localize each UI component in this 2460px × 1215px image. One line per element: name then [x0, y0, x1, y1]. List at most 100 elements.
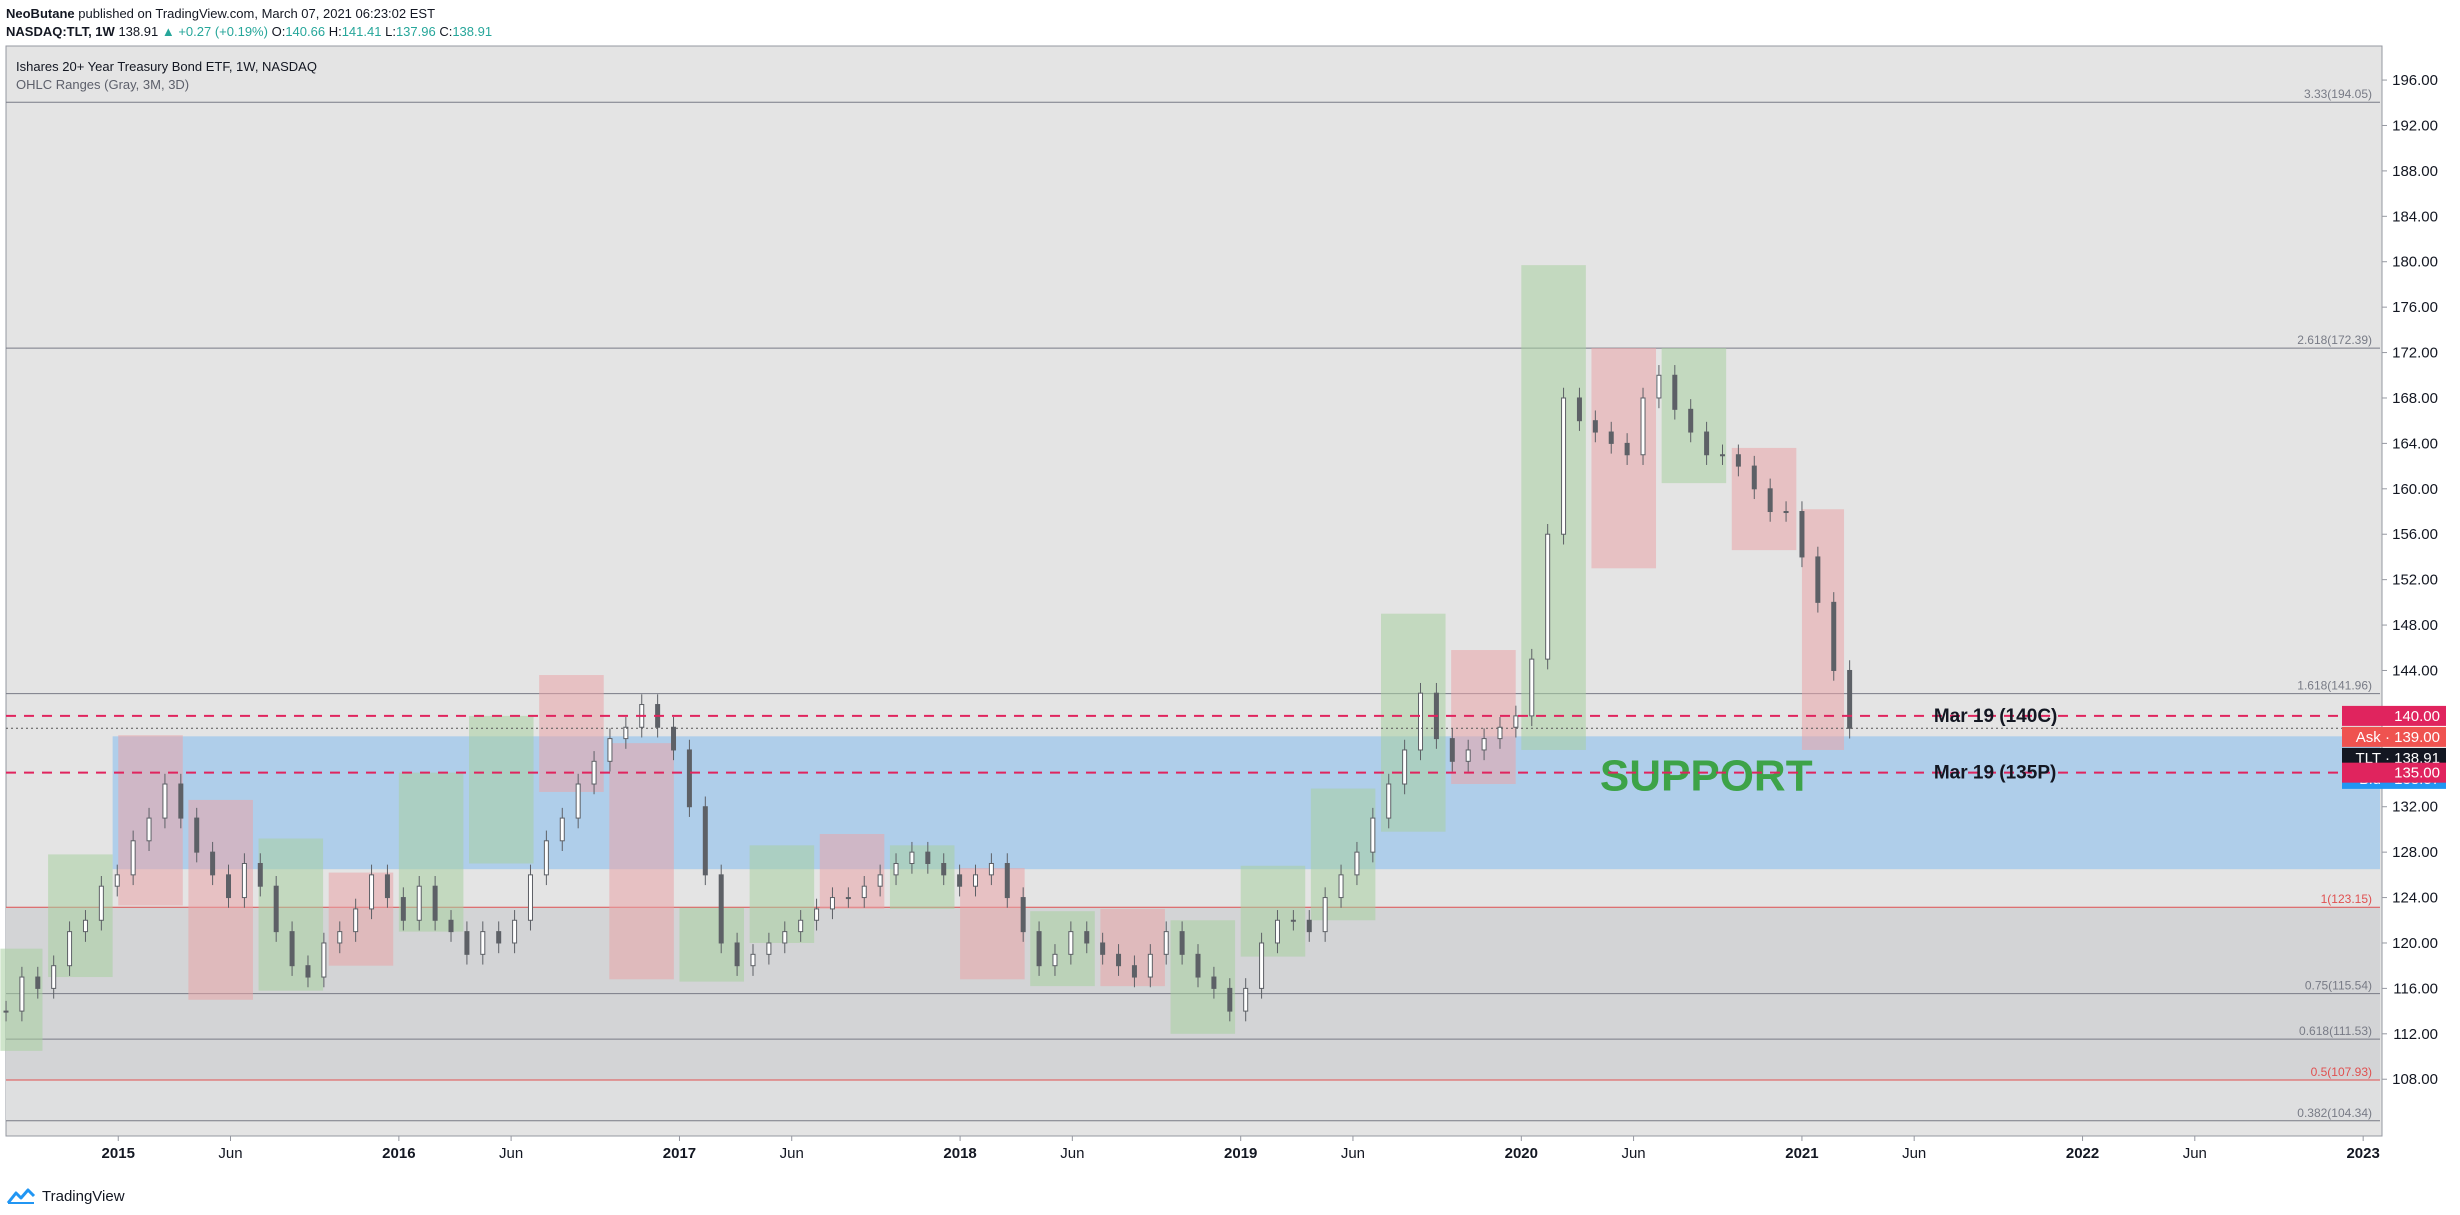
low-label: L:: [385, 24, 396, 39]
candle-body: [1243, 987, 1249, 1012]
price-tag-box: [2342, 705, 2446, 726]
publish-info: NeoButane published on TradingView.com, …: [6, 6, 435, 21]
candle-body: [1735, 454, 1741, 467]
candle-body: [257, 863, 263, 887]
fib-label: 1(123.15): [2321, 892, 2372, 906]
price-tick-label: 112.00: [2393, 1026, 2438, 1043]
candle-body: [146, 817, 152, 842]
price-tag-box: [2342, 726, 2446, 747]
time-tick-label: Jun: [218, 1145, 242, 1162]
candle-body: [1402, 749, 1408, 785]
candle-body: [925, 851, 931, 864]
up-arrow-icon: ▲: [161, 24, 175, 39]
time-tick-label: 2022: [2066, 1145, 2099, 1162]
price-tag-box: [2342, 762, 2446, 783]
candle-body: [1847, 669, 1853, 729]
candle-body: [273, 885, 279, 933]
candle-body: [321, 942, 327, 978]
low-value: 137.96: [395, 24, 436, 39]
fib-label: 1.618(141.96): [2297, 679, 2372, 693]
candle-body: [1465, 749, 1471, 762]
axes: 196.00 192.00 188.00 184.00 180.00 176.00 172.…: [6, 46, 2438, 1162]
price-tick-label: 164.00: [2392, 435, 2438, 452]
candle-body: [1195, 953, 1201, 978]
candle-body: [1116, 953, 1122, 967]
candle-body: [527, 874, 533, 921]
candle-body: [289, 931, 295, 967]
price-tick-label: 172.00: [2392, 345, 2438, 362]
bear-range-box: [609, 743, 674, 980]
candle-body: [1783, 511, 1789, 514]
candle-body: [1767, 488, 1773, 513]
price-tick-label: 124.00: [2392, 890, 2438, 907]
footer-brand[interactable]: TradingView: [42, 1187, 125, 1205]
high-value: 141.41: [341, 24, 382, 39]
price-tag-label: 135.00: [2394, 765, 2440, 782]
weekly-candles: [3, 365, 1853, 1022]
chart-header: NeoButane published on TradingView.com, …: [0, 0, 2460, 44]
candle-body: [35, 976, 41, 989]
time-tick-label: Jun: [2183, 1145, 2207, 1162]
bear-range-box: [1731, 447, 1797, 551]
chart-title: Ishares 20+ Year Treasury Bond ETF, 1W, …: [16, 59, 317, 74]
candle-body: [353, 908, 359, 933]
candle-body: [1068, 931, 1074, 955]
candle-body: [702, 806, 708, 876]
candle-body: [1799, 511, 1805, 558]
candle-body: [1004, 863, 1010, 899]
time-tick-label: 2023: [2346, 1145, 2379, 1162]
time-tick-label: Jun: [1902, 1145, 1926, 1162]
close-value: 138.91: [452, 24, 493, 39]
price-chart[interactable]: SUPPORT 3.33(194.05) 2.618(172.39) 1.618(1…: [0, 44, 2460, 1174]
candle-body: [1529, 658, 1535, 717]
price-tick-label: 180.00: [2392, 254, 2438, 271]
candle-body: [384, 874, 390, 899]
candle-body: [543, 840, 549, 876]
candle-body: [1497, 726, 1503, 740]
candle-body: [718, 874, 724, 944]
candle-body: [448, 919, 454, 933]
chart-legend: Ishares 20+ Year Treasury Bond ETF, 1W, …: [16, 59, 317, 92]
candle-body: [1259, 942, 1265, 989]
author-name[interactable]: NeoButane: [6, 6, 75, 21]
candle-body: [178, 783, 184, 819]
candle-body: [162, 783, 168, 819]
price-tick-label: 168.00: [2392, 390, 2438, 407]
candle-body: [988, 863, 994, 876]
bull-range-box: [258, 838, 324, 991]
candle-body: [1020, 897, 1026, 933]
candle-body: [1592, 420, 1598, 433]
candle-body: [782, 931, 788, 944]
candle-body: [1418, 692, 1424, 751]
candle-body: [1354, 851, 1360, 876]
footer: TradingView: [6, 1184, 125, 1208]
bear-range-box: [819, 833, 885, 909]
fib-label: 0.75(115.54): [2305, 979, 2372, 993]
candle-body: [480, 931, 486, 955]
candle-body: [559, 817, 565, 842]
price-tick-label: 160.00: [2392, 481, 2438, 498]
candle-body: [400, 897, 406, 921]
candle-body: [1449, 738, 1455, 762]
candle-body: [941, 863, 947, 876]
candle-body: [1481, 738, 1487, 751]
option-label: Mar 19 (135P): [1934, 763, 2057, 784]
bull-range-box: [889, 845, 955, 909]
candle-body: [909, 851, 915, 864]
fib-label: 0.382(104.34): [2297, 1106, 2372, 1120]
candle-body: [1719, 454, 1725, 457]
fib-label: 0.618(111.53): [2299, 1024, 2372, 1038]
candle-body: [210, 851, 216, 876]
price-tick-label: 192.00: [2392, 117, 2438, 134]
option-lines: Mar 19 (140C) Mar 19 (135P): [6, 706, 2382, 784]
candle-body: [512, 919, 518, 944]
candle-body: [1163, 931, 1169, 955]
candle-body: [1211, 976, 1217, 989]
candle-body: [416, 885, 422, 921]
time-tick-label: 2018: [943, 1145, 976, 1162]
price-tag-label: Ask · 139.00: [2356, 729, 2440, 746]
time-tick-label: 2017: [663, 1145, 696, 1162]
candle-body: [1147, 953, 1153, 978]
candle-body: [1052, 953, 1058, 967]
candle-body: [194, 817, 200, 853]
